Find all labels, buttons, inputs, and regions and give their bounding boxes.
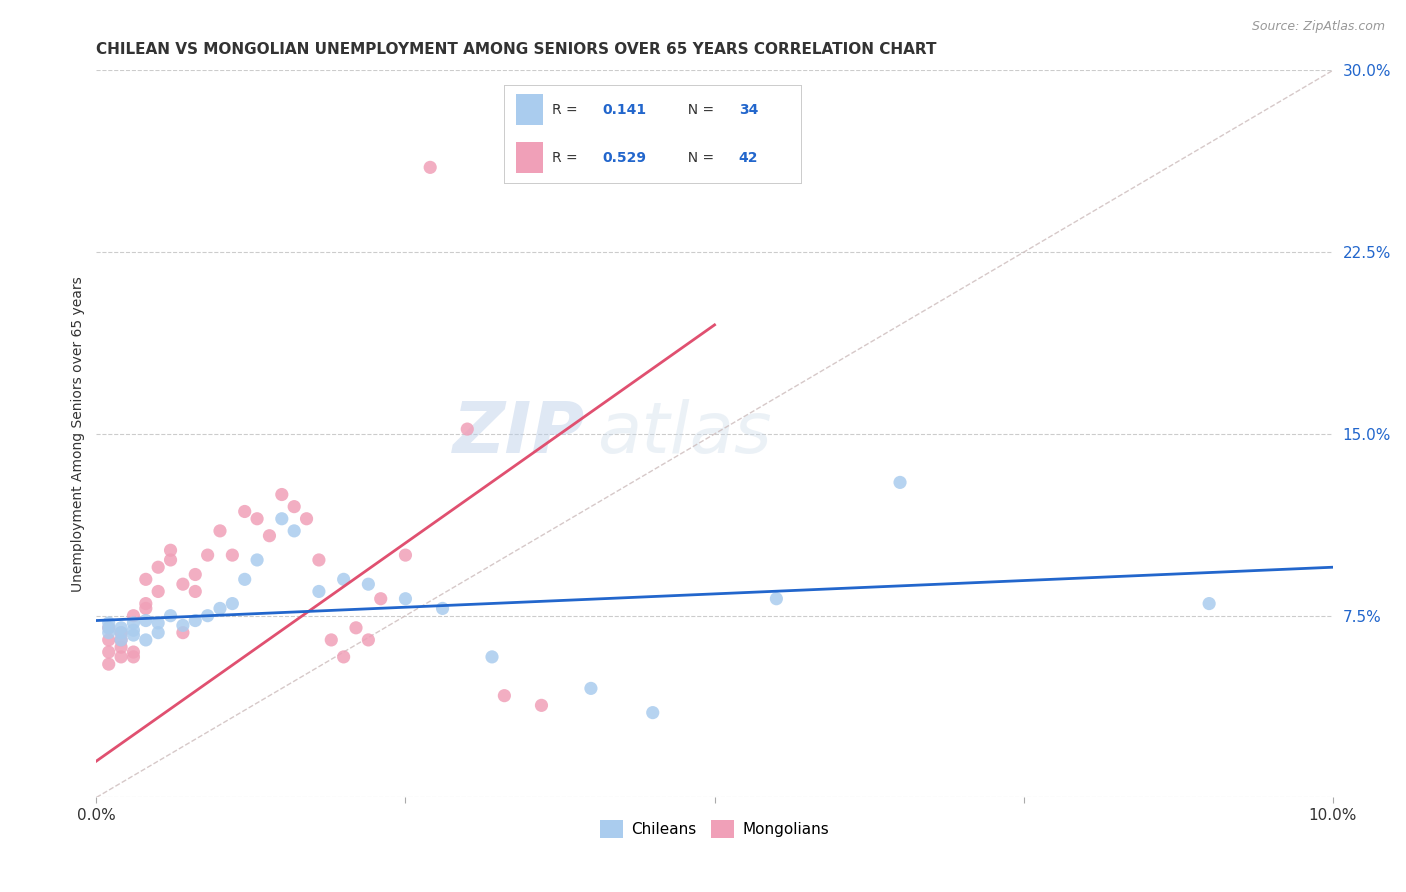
Point — [146, 615, 169, 630]
Point — [122, 645, 145, 659]
Legend: Chileans, Mongolians: Chileans, Mongolians — [595, 814, 835, 845]
Point — [246, 553, 269, 567]
Point — [246, 512, 269, 526]
Point — [110, 625, 132, 640]
Point — [1198, 597, 1220, 611]
Text: Source: ZipAtlas.com: Source: ZipAtlas.com — [1251, 20, 1385, 33]
Point — [221, 597, 243, 611]
Point — [370, 591, 392, 606]
Point — [122, 628, 145, 642]
Point — [233, 504, 256, 518]
Point — [270, 512, 292, 526]
Point — [283, 500, 305, 514]
Point — [110, 632, 132, 647]
Point — [321, 632, 343, 647]
Point — [184, 614, 207, 628]
Point — [135, 614, 157, 628]
Point — [159, 543, 181, 558]
Point — [110, 632, 132, 647]
Point — [221, 548, 243, 562]
Point — [357, 632, 380, 647]
Point — [172, 577, 194, 591]
Point — [283, 524, 305, 538]
Point — [184, 584, 207, 599]
Point — [308, 553, 330, 567]
Point — [197, 548, 219, 562]
Point — [344, 621, 367, 635]
Point — [332, 649, 354, 664]
Point — [432, 601, 454, 615]
Point — [481, 649, 503, 664]
Point — [97, 621, 120, 635]
Point — [259, 529, 281, 543]
Point — [641, 706, 664, 720]
Point — [122, 615, 145, 630]
Point — [135, 597, 157, 611]
Point — [97, 615, 120, 630]
Point — [172, 625, 194, 640]
Y-axis label: Unemployment Among Seniors over 65 years: Unemployment Among Seniors over 65 years — [72, 276, 86, 591]
Point — [97, 625, 120, 640]
Text: ZIP: ZIP — [453, 400, 585, 468]
Point — [197, 608, 219, 623]
Point — [110, 621, 132, 635]
Point — [122, 649, 145, 664]
Point — [456, 422, 478, 436]
Point — [208, 601, 231, 615]
Point — [97, 645, 120, 659]
Point — [97, 657, 120, 672]
Point — [765, 591, 787, 606]
Point — [110, 625, 132, 640]
Point — [308, 584, 330, 599]
Point — [110, 649, 132, 664]
Point — [146, 625, 169, 640]
Point — [122, 608, 145, 623]
Point — [135, 632, 157, 647]
Point — [579, 681, 602, 696]
Point — [97, 621, 120, 635]
Point — [394, 548, 416, 562]
Point — [295, 512, 318, 526]
Point — [332, 572, 354, 586]
Point — [530, 698, 553, 713]
Point — [184, 567, 207, 582]
Point — [159, 553, 181, 567]
Point — [357, 577, 380, 591]
Point — [159, 608, 181, 623]
Point — [208, 524, 231, 538]
Point — [110, 640, 132, 655]
Point — [146, 584, 169, 599]
Point — [146, 560, 169, 574]
Point — [889, 475, 911, 490]
Point — [494, 689, 516, 703]
Point — [122, 624, 145, 638]
Point — [394, 591, 416, 606]
Text: CHILEAN VS MONGOLIAN UNEMPLOYMENT AMONG SENIORS OVER 65 YEARS CORRELATION CHART: CHILEAN VS MONGOLIAN UNEMPLOYMENT AMONG … — [97, 42, 936, 57]
Point — [135, 601, 157, 615]
Point — [419, 161, 441, 175]
Point — [270, 487, 292, 501]
Text: atlas: atlas — [598, 400, 772, 468]
Point — [135, 572, 157, 586]
Point — [97, 632, 120, 647]
Point — [233, 572, 256, 586]
Point — [172, 618, 194, 632]
